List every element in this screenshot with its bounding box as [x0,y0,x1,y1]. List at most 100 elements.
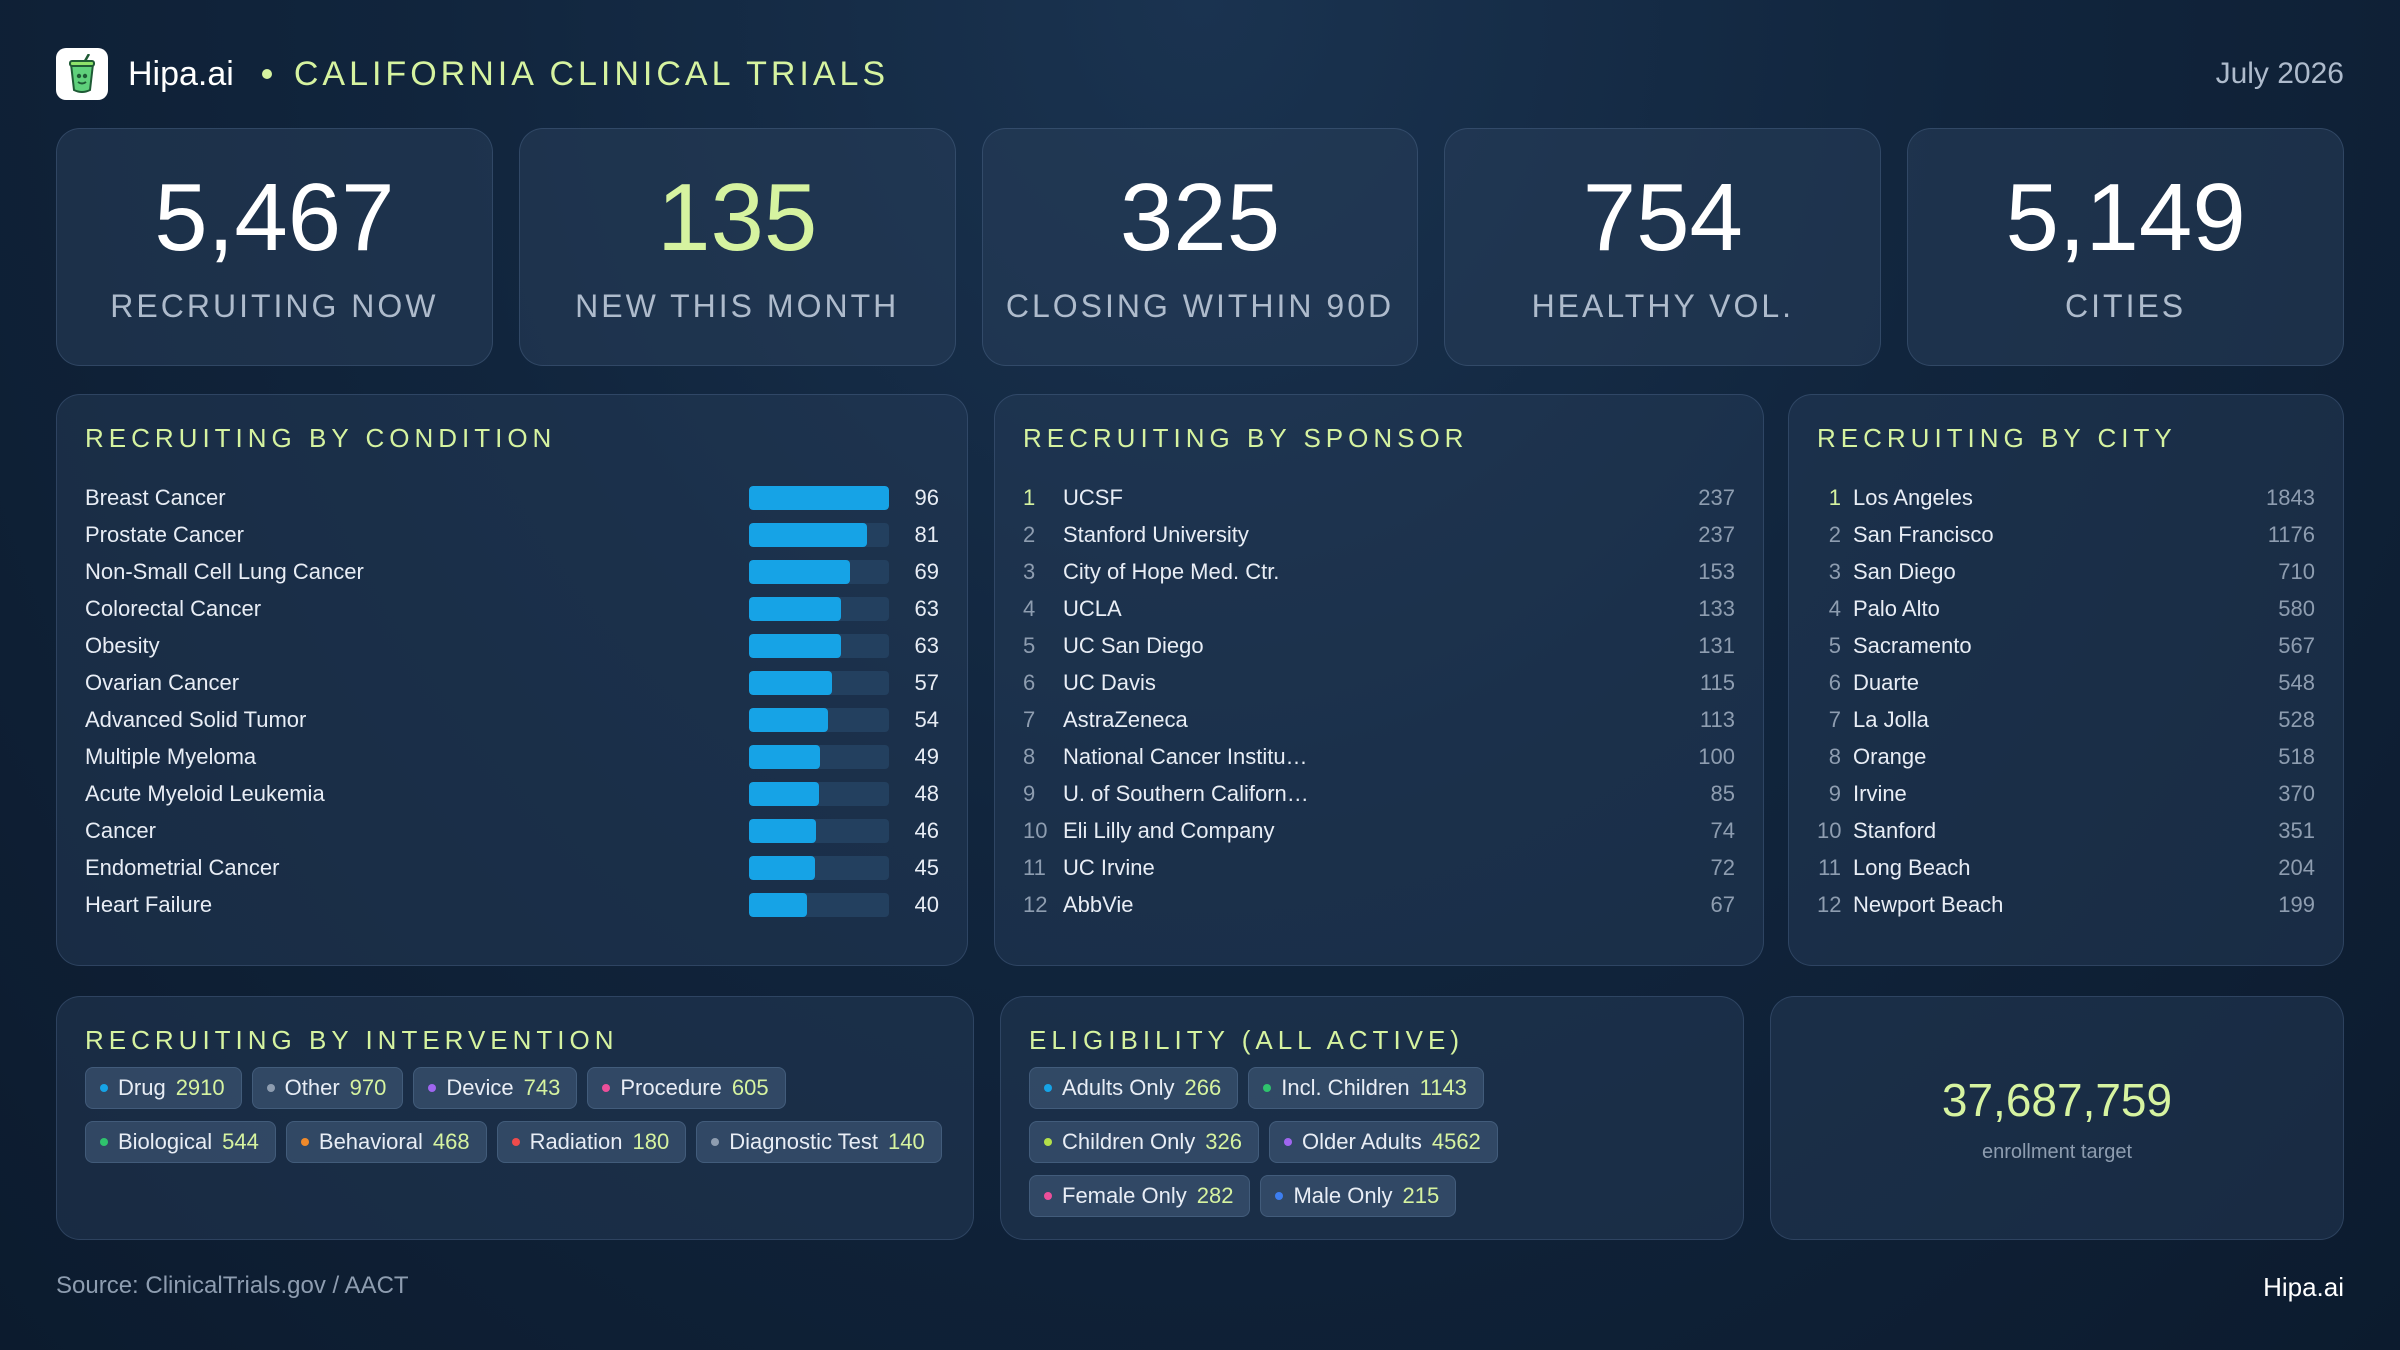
sponsor-count: 72 [1710,854,1735,880]
sponsor-name: UC Davis [1063,669,1156,695]
bar-fill [749,522,868,547]
list-item: 8 Orange 518 [1817,738,2315,775]
chip: Adults Only 266 [1029,1067,1239,1109]
rank-number: 11 [1023,854,1046,880]
chip-value: 4562 [1431,1129,1481,1154]
list-item: Cancer 46 [85,812,939,849]
sponsor-count: 131 [1698,632,1735,658]
list-item: 1 UCSF 237 [1023,479,1735,516]
rank-number: 8 [1828,743,1841,769]
rank-number: 1 [1023,484,1036,510]
list-item: Heart Failure 40 [85,886,939,923]
rank-number: 5 [1828,632,1841,658]
source-note: Source: ClinicalTrials.gov / AACT [56,1272,409,1299]
rank-number: 6 [1828,669,1841,695]
sponsor-name: UC San Diego [1063,632,1204,658]
condition-name: Endometrial Cancer [85,854,280,880]
chip-value: 140 [888,1129,925,1154]
city-count: 567 [2278,632,2315,658]
list-item: Breast Cancer 96 [85,479,939,516]
sponsor-name: UCSF [1063,484,1123,510]
kpi-label: CITIES [2065,287,2187,324]
list-item: 4 UCLA 133 [1023,590,1735,627]
city-name: Irvine [1853,780,1907,806]
kpi-label: NEW THIS MONTH [575,287,900,324]
color-dot-icon [602,1084,611,1092]
sponsor-count: 237 [1698,484,1735,510]
chip: Female Only 282 [1029,1175,1251,1217]
condition-count: 49 [914,743,939,769]
rank-number: 6 [1023,669,1036,695]
rank-number: 12 [1817,891,1842,917]
list-item: 8 National Cancer Institu… 100 [1023,738,1735,775]
kpi-value: 5,467 [154,163,395,271]
list-item: 11 UC Irvine 72 [1023,849,1735,886]
chip: Procedure 605 [587,1067,786,1109]
color-dot-icon [1284,1138,1292,1146]
city-count: 548 [2278,669,2315,695]
chip-value: 215 [1402,1183,1440,1208]
sponsor-name: National Cancer Institu… [1063,743,1308,769]
list-item: 5 Sacramento 567 [1817,627,2315,664]
city-name: Newport Beach [1853,891,2004,917]
sponsor-name: UCLA [1063,595,1122,621]
bar-track [749,633,889,658]
separator-dot [261,69,272,79]
bar-track [749,670,889,695]
color-dot-icon [266,1084,275,1092]
sponsor-list: 1 UCSF 237 2 Stanford University 237 3 City of … [1023,479,1735,923]
condition-name: Colorectal Cancer [85,595,262,621]
header: Hipa.ai CALIFORNIA CLINICAL TRIALS July … [56,48,2344,100]
kpi-value: 325 [1119,163,1281,271]
sponsor-name: AstraZeneca [1063,706,1188,732]
condition-count: 46 [914,817,939,843]
chip: Behavioral 468 [285,1121,487,1163]
condition-name: Prostate Cancer [85,521,244,547]
chip-value: 605 [731,1075,769,1100]
condition-name: Advanced Solid Tumor [85,706,307,732]
city-count: 580 [2278,595,2315,621]
list-item: 3 San Diego 710 [1817,553,2315,590]
chip: Male Only 215 [1260,1175,1457,1217]
chip-value: 970 [349,1075,387,1100]
city-panel: RECRUITING BY CITY 1 Los Angeles 1843 2 San … [1788,394,2344,966]
color-dot-icon [711,1138,720,1146]
kpi-value: 754 [1582,163,1743,271]
rank-number: 8 [1023,743,1036,769]
list-item: 5 UC San Diego 131 [1023,627,1735,664]
list-item: 4 Palo Alto 580 [1817,590,2315,627]
panel-title: RECRUITING BY CITY [1817,423,2177,453]
rank-number: 9 [1828,780,1841,806]
chip-value: 544 [222,1129,259,1154]
bar-fill [749,670,833,695]
panel-title: RECRUITING BY SPONSOR [1023,423,1469,453]
city-name: Duarte [1853,669,1920,695]
sponsor-count: 115 [1699,669,1735,695]
chip: Incl. Children 1143 [1248,1067,1484,1109]
bar-fill [749,781,819,806]
eligibility-chips: Adults Only 266 Incl. Children 1143 Children… [1029,1067,1723,1217]
kpi-card-cities: 5,149 CITIES [1907,128,2344,366]
chip-value: 266 [1184,1075,1222,1100]
sponsor-count: 113 [1699,706,1735,732]
condition-count: 45 [914,854,939,880]
bar-track [749,596,889,621]
chip-label: Female Only [1062,1183,1187,1208]
report-date: July 2026 [2215,57,2344,90]
condition-name: Obesity [85,632,160,658]
list-item: 12 Newport Beach 199 [1817,886,2315,923]
city-list: 1 Los Angeles 1843 2 San Francisco 1176 3 San D… [1817,479,2315,923]
list-item: 9 U. of Southern Californ… 85 [1023,775,1735,812]
list-item: Colorectal Cancer 63 [85,590,939,627]
city-name: San Diego [1853,558,1956,584]
color-dot-icon [1263,1084,1272,1092]
bar-track [749,818,889,843]
condition-count: 40 [914,891,939,917]
rank-number: 11 [1818,854,1841,880]
sponsor-panel: RECRUITING BY SPONSOR 1 UCSF 237 2 Stanford … [994,394,1764,966]
brand-name: Hipa.ai [128,54,234,93]
chip-label: Male Only [1293,1183,1393,1208]
list-item: 7 La Jolla 528 [1817,701,2315,738]
sponsor-name: UC Irvine [1063,854,1155,880]
city-count: 199 [2278,891,2315,917]
